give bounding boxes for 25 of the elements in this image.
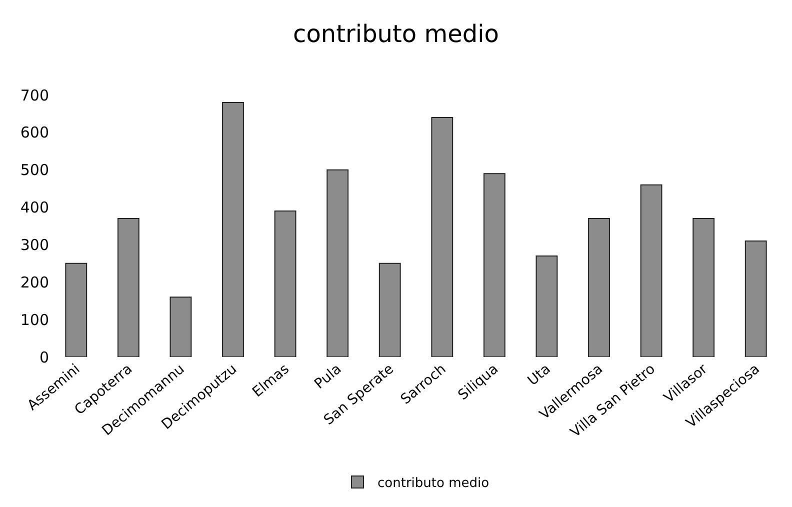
legend-label: contributo medio <box>378 476 490 492</box>
bar <box>744 240 767 357</box>
bar <box>170 296 192 357</box>
bar <box>692 218 715 357</box>
bar <box>536 255 558 357</box>
y-tick-label: 600 <box>20 124 49 142</box>
bar <box>588 218 610 357</box>
bar <box>378 262 401 357</box>
y-tick-label: 200 <box>20 273 49 292</box>
y-tick-label: 700 <box>20 86 49 104</box>
chart-title: contributo medio <box>293 20 499 48</box>
bar <box>640 184 662 357</box>
y-tick-label: 100 <box>20 310 49 329</box>
bar <box>483 173 506 357</box>
bar <box>326 169 349 357</box>
bar <box>222 102 244 357</box>
x-tick-label: Pula <box>312 361 345 392</box>
y-tick-label: 500 <box>20 161 49 180</box>
bar <box>274 210 296 357</box>
bar <box>117 218 140 357</box>
y-tick-label: 0 <box>39 348 49 366</box>
y-tick-label: 300 <box>20 236 49 254</box>
bar <box>65 262 88 357</box>
bar <box>431 116 454 357</box>
y-tick-label: 400 <box>20 198 49 217</box>
